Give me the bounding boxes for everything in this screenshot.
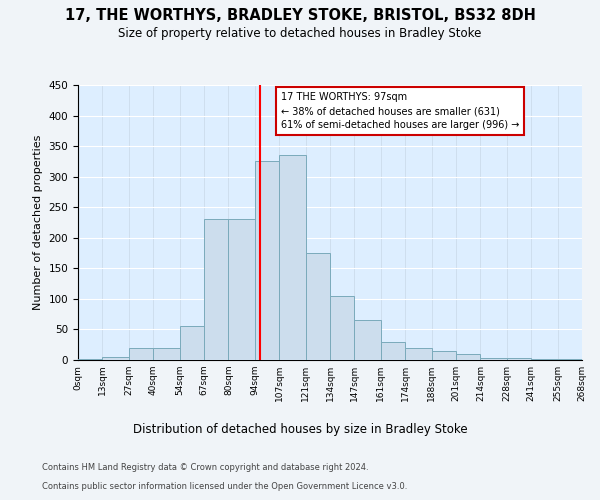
Bar [330, 296, 355, 360]
Bar [305, 253, 330, 360]
Bar [507, 358, 531, 360]
Text: 17, THE WORTHYS, BRADLEY STOKE, BRISTOL, BS32 8DH: 17, THE WORTHYS, BRADLEY STOKE, BRISTOL,… [65, 8, 535, 22]
Y-axis label: Number of detached properties: Number of detached properties [33, 135, 43, 310]
Bar [204, 220, 229, 360]
Bar [456, 354, 481, 360]
Text: Contains public sector information licensed under the Open Government Licence v3: Contains public sector information licen… [42, 482, 407, 491]
Text: Distribution of detached houses by size in Bradley Stoke: Distribution of detached houses by size … [133, 422, 467, 436]
Bar [381, 342, 405, 360]
Bar [179, 326, 204, 360]
Bar [405, 348, 431, 360]
Text: Contains HM Land Registry data © Crown copyright and database right 2024.: Contains HM Land Registry data © Crown c… [42, 464, 368, 472]
Bar [129, 348, 153, 360]
Bar [255, 162, 279, 360]
Text: 17 THE WORTHYS: 97sqm
← 38% of detached houses are smaller (631)
61% of semi-det: 17 THE WORTHYS: 97sqm ← 38% of detached … [281, 92, 520, 130]
Bar [153, 348, 179, 360]
Bar [355, 320, 381, 360]
Bar [229, 220, 255, 360]
Bar [481, 358, 507, 360]
Bar [103, 357, 129, 360]
Bar [279, 156, 305, 360]
Text: Size of property relative to detached houses in Bradley Stoke: Size of property relative to detached ho… [118, 28, 482, 40]
Bar [431, 351, 456, 360]
